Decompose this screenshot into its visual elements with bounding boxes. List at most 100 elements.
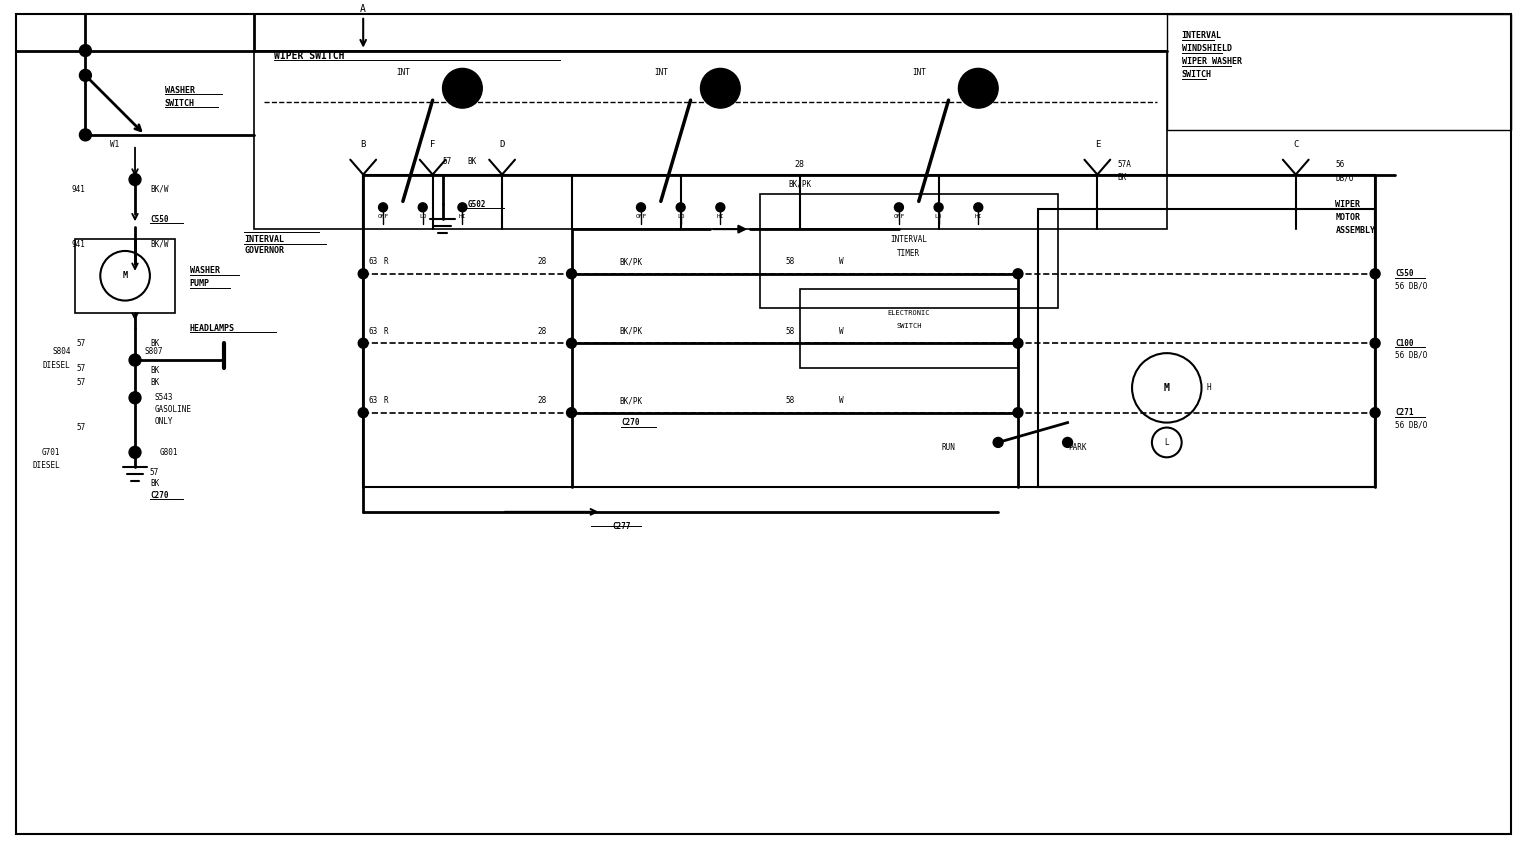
Circle shape (567, 268, 577, 279)
Text: ASSEMBLY: ASSEMBLY (1336, 225, 1376, 235)
Bar (363, 174, 1376, 487)
Text: MOTOR: MOTOR (1336, 213, 1361, 222)
Circle shape (993, 437, 1003, 447)
Text: W: W (840, 396, 844, 405)
Circle shape (443, 69, 483, 108)
Text: BK: BK (467, 158, 476, 166)
Text: A: A (460, 83, 466, 93)
Text: C270: C270 (621, 418, 640, 427)
Text: 63: 63 (370, 327, 379, 335)
Circle shape (130, 446, 140, 458)
Circle shape (676, 202, 686, 212)
Circle shape (1370, 338, 1380, 348)
Text: C: C (976, 83, 982, 93)
Text: 57: 57 (443, 158, 452, 166)
Text: B: B (718, 83, 724, 93)
Circle shape (379, 202, 388, 212)
Text: WIPER: WIPER (1336, 200, 1361, 209)
Text: 58: 58 (785, 327, 794, 335)
Text: W1: W1 (110, 141, 119, 149)
Text: BK/W: BK/W (150, 185, 168, 194)
Text: S543: S543 (154, 393, 174, 402)
Text: 56 DB/O: 56 DB/O (1396, 351, 1428, 360)
Text: INT: INT (912, 68, 925, 77)
Text: 57: 57 (76, 379, 86, 387)
Circle shape (701, 69, 741, 108)
Bar (1038, 209, 1376, 487)
Text: M: M (1164, 383, 1170, 393)
Circle shape (79, 45, 92, 57)
Text: 63: 63 (370, 257, 379, 266)
Text: BK: BK (150, 479, 159, 488)
Bar (760, 195, 1058, 308)
Text: C550: C550 (1396, 269, 1414, 279)
Text: 56 DB/O: 56 DB/O (1396, 281, 1428, 291)
Text: 28: 28 (794, 160, 805, 169)
Text: 58: 58 (785, 257, 794, 266)
Circle shape (1370, 268, 1380, 279)
Text: 63: 63 (370, 396, 379, 405)
Text: ELECTRONIC: ELECTRONIC (887, 311, 930, 317)
Text: M: M (122, 271, 128, 280)
Text: G502: G502 (467, 200, 486, 209)
Text: BK/W: BK/W (150, 240, 168, 248)
Text: 941: 941 (72, 185, 86, 194)
Text: S807: S807 (145, 346, 163, 356)
Text: C270: C270 (150, 490, 168, 500)
Text: A: A (360, 4, 366, 14)
Text: BK/PK: BK/PK (620, 257, 643, 266)
Circle shape (359, 338, 368, 348)
Circle shape (1063, 437, 1072, 447)
Text: DIESEL: DIESEL (34, 461, 61, 470)
Text: W: W (840, 257, 844, 266)
Text: C100: C100 (1396, 339, 1414, 348)
Text: C: C (1293, 141, 1298, 149)
Text: 58: 58 (785, 396, 794, 405)
Text: ONLY: ONLY (154, 417, 174, 426)
Text: R: R (383, 257, 388, 266)
Text: C550: C550 (150, 214, 168, 224)
Text: OFF: OFF (635, 214, 646, 219)
Text: C277: C277 (612, 522, 631, 531)
Text: WASHER: WASHER (165, 86, 195, 95)
Bar (1167, 14, 1512, 130)
Text: LO: LO (935, 214, 942, 219)
Text: R: R (383, 396, 388, 405)
Text: 56: 56 (1336, 160, 1345, 169)
Circle shape (79, 129, 92, 141)
Text: B: B (360, 141, 366, 149)
Text: HI: HI (974, 214, 982, 219)
Text: BK/PK: BK/PK (620, 327, 643, 335)
Text: WASHER: WASHER (189, 266, 220, 275)
Text: BK: BK (150, 339, 159, 348)
Circle shape (959, 69, 999, 108)
Text: W: W (840, 327, 844, 335)
Text: 28: 28 (538, 257, 547, 266)
Bar (75, 239, 174, 313)
Text: OFF: OFF (377, 214, 389, 219)
Text: D: D (499, 141, 505, 149)
Text: GASOLINE: GASOLINE (154, 405, 192, 414)
Text: INT: INT (654, 68, 667, 77)
Text: L: L (1165, 438, 1170, 447)
Circle shape (359, 268, 368, 279)
Text: BK: BK (1118, 173, 1127, 182)
Bar (800, 289, 1019, 368)
Text: SWITCH: SWITCH (1182, 69, 1211, 79)
Text: PUMP: PUMP (189, 280, 209, 288)
Circle shape (716, 202, 725, 212)
Text: 56 DB/O: 56 DB/O (1396, 420, 1428, 429)
Text: HI: HI (716, 214, 724, 219)
Circle shape (935, 202, 944, 212)
Text: G801: G801 (160, 448, 179, 457)
Text: H: H (1206, 384, 1211, 392)
Text: 28: 28 (538, 396, 547, 405)
Text: 941: 941 (72, 240, 86, 248)
Text: 57: 57 (150, 468, 159, 477)
Text: 28: 28 (538, 327, 547, 335)
Text: INTERVAL: INTERVAL (244, 235, 284, 244)
Text: SWITCH: SWITCH (896, 324, 922, 329)
Text: WIPER SWITCH: WIPER SWITCH (273, 51, 345, 60)
Text: G701: G701 (43, 448, 61, 457)
Text: 57: 57 (76, 423, 86, 432)
